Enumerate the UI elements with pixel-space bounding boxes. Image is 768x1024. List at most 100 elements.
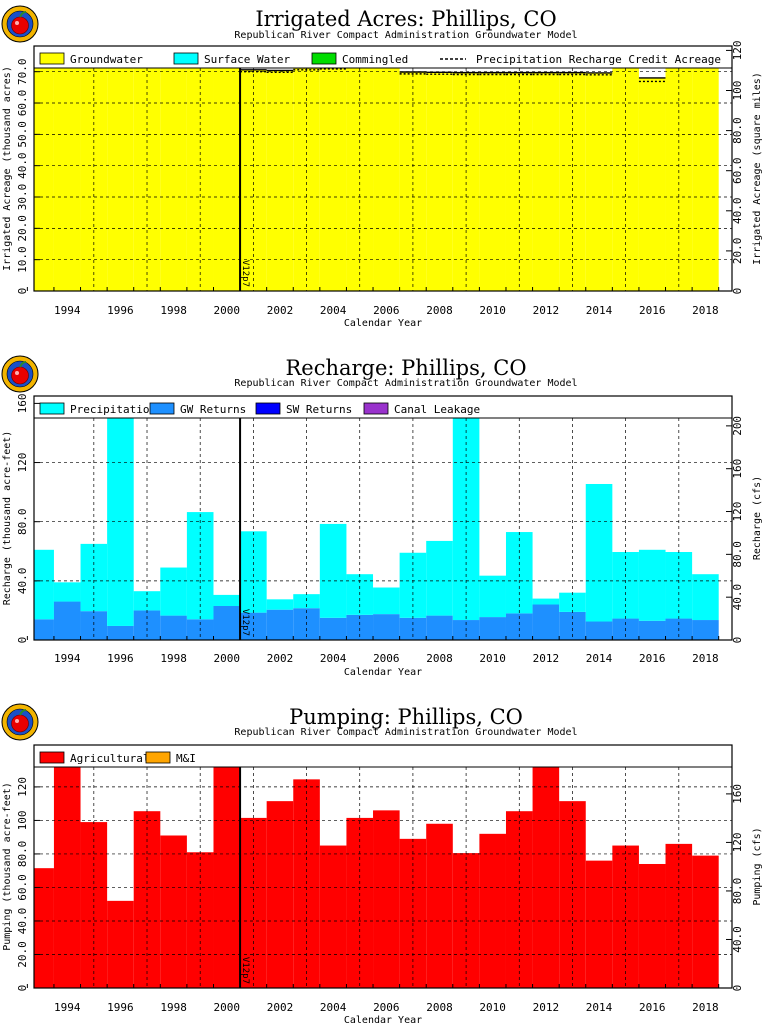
panel3-x-axis: 1994 1996 1998 2000 2002 2004 2006 2008 2010 2012… [26,984,720,1014]
x-tick-label: 2014 [586,1001,613,1014]
agricultural-bar [479,833,506,988]
logo-leaf [19,11,27,18]
precipitation-bar [612,552,639,619]
x-tick-label: 2008 [426,652,453,665]
panel3-marks [34,767,719,988]
agricultural-bar [426,823,453,988]
y-tick-label: 70.0 [16,58,29,85]
gw-returns-bar [692,620,719,640]
x-tick-label: 2000 [214,652,241,665]
panel2-y-axis-right: 0 40.0 80.0 120 160 200 [726,416,744,643]
agricultural-bar [53,767,81,988]
agricultural-bar [213,767,241,988]
y-right-tick-label: 40.0 [731,584,744,611]
panel2-subtitle: Republican River Compact Administration … [234,378,577,389]
version-label: V12p7 [240,260,250,287]
y-right-tick-label: 0 [731,637,744,644]
y-right-tick-label: 80.0 [731,541,744,568]
panel3-title: Pumping: Phillips, CO [289,705,523,729]
panel3-subtitle: Republican River Compact Administration … [234,727,577,738]
y-tick-label: 80.0 [16,508,29,535]
y-right-tick-label: 80.0 [731,878,744,905]
legend-label: Canal Leakage [394,403,480,416]
precipitation-bar [34,549,54,620]
panel1-subtitle: Republican River Compact Administration … [234,30,577,41]
groundwater-bar [160,68,187,291]
precipitation-bar [53,582,81,602]
agricultural-bar [532,767,560,988]
agricultural-bar [346,817,374,988]
y-tick-label: 10.0 [16,246,29,273]
panel2-x-axis-label: Calendar Year [344,667,422,678]
groundwater-bar [107,68,134,291]
x-tick-label: 2002 [267,1001,294,1014]
precipitation-bar [638,549,666,621]
version-label: V12p7 [240,957,250,984]
precipitation-bar [532,598,560,605]
gw-returns-bar [319,617,347,640]
groundwater-bar [293,68,320,291]
panel3-logo [1,703,39,741]
legend-label: Agricultural [70,752,149,765]
panel1-legend: Groundwater Surface Water Commingled Precip… [39,52,721,66]
legend-label: Commingled [342,53,408,66]
precipitation-bar [107,418,134,626]
y-right-tick-label: 40.0 [731,926,744,953]
legend-swatch [363,402,389,415]
legend-label: GW Returns [180,403,246,416]
logo-shine [15,371,19,375]
legend-swatch [173,52,199,65]
precipitation-bar [426,540,453,616]
panel1-logo [1,5,39,43]
x-tick-label: 2014 [586,652,613,665]
precipitation-bar [186,512,214,620]
precipitation-bar [665,552,693,619]
gw-returns-bar [373,614,400,640]
groundwater-bar [213,68,241,291]
panel1-y-axis-right: 0 20.0 40.0 60.0 80.0 100 120 [726,40,744,294]
x-tick-label: 2000 [214,1001,241,1014]
agricultural-bar [692,855,719,988]
x-tick-label: 1998 [160,304,187,317]
panel3-legend: Agricultural M&I [39,751,196,765]
x-tick-label: 1998 [160,652,187,665]
panel1-y-axis-right-label: Irrigated Acreage (square miles) [752,72,763,265]
agricultural-bar [160,835,187,988]
x-tick-label: 2018 [692,304,719,317]
y-right-tick-label: 160 [731,459,744,479]
panel2-grid [34,418,733,640]
y-tick-label: 20.0 [16,215,29,242]
panel2-title: Recharge: Phillips, CO [285,356,526,380]
panel1-x-axis: 1994 1996 1998 2000 2002 2004 2006 2008 2010 2012… [26,287,720,317]
panel2-logo [1,355,39,393]
groundwater-bar [426,72,453,291]
x-tick-label: 2016 [639,1001,666,1014]
y-right-tick-label: 80.0 [731,117,744,144]
groundwater-bar [319,68,347,291]
gw-returns-bar [160,615,187,640]
gw-returns-bar [213,605,241,640]
y-right-tick-label: 20.0 [731,238,744,265]
x-tick-label: 2006 [373,652,400,665]
gw-returns-bar [638,620,666,640]
groundwater-bar [638,77,666,291]
precipitation-bar [266,599,294,610]
y-right-tick-label: 120 [731,502,744,522]
panel2-x-axis: 1994 1996 1998 2000 2002 2004 2006 2008 2010 2012… [26,636,720,665]
precipitation-bar [692,574,719,621]
precipitation-bar [160,567,187,616]
groundwater-bar [479,72,506,291]
x-tick-label: 2012 [533,1001,560,1014]
panel2-marks [34,418,719,640]
x-tick-label: 1994 [54,652,81,665]
panel2-y-axis-label: Recharge (thousand acre-feet) [2,431,13,606]
agricultural-bar [319,845,347,988]
panel3-y-axis-right: 0 40.0 80.0 120 160 [726,784,744,991]
precipitation-bar [213,594,241,606]
x-tick-label: 2018 [692,1001,719,1014]
panel3-grid [34,767,733,988]
logo-shine [15,719,19,723]
y-right-tick-label: 160 [731,784,744,804]
groundwater-bar [692,68,719,291]
